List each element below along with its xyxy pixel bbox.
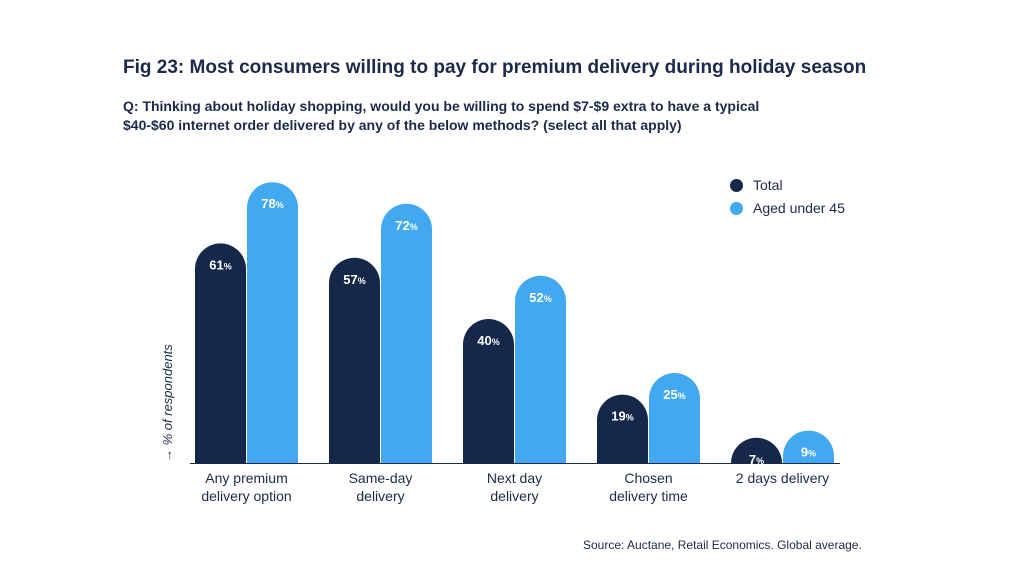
data-label-under45-1: 72% [395, 218, 417, 233]
category-label-4: 2 days delivery [736, 470, 829, 486]
category-label-2: Next day delivery [487, 470, 542, 504]
bar-under45-0 [247, 182, 298, 463]
category-label-0: Any premium delivery option [201, 470, 291, 504]
data-label-under45-4: 9% [801, 445, 816, 460]
y-axis-label: → % of respondents [160, 344, 175, 462]
bar-total-2 [463, 319, 514, 463]
chart-title: Fig 23: Most consumers willing to pay fo… [123, 57, 867, 78]
legend-label-total: Total [753, 177, 783, 193]
data-label-under45-0: 78% [261, 196, 283, 211]
legend-swatch-under45 [730, 201, 743, 215]
data-label-total-4: 7% [749, 452, 764, 467]
bar-under45-3 [649, 373, 700, 463]
chart-question: Q: Thinking about holiday shopping, woul… [123, 98, 760, 133]
data-label-total-0: 61% [209, 257, 231, 272]
legend-item-under45: Aged under 45 [730, 197, 845, 219]
category-label-1: Same-day delivery [349, 470, 413, 504]
data-label-total-3: 19% [611, 409, 633, 424]
category-label-3: Chosen delivery time [609, 470, 688, 504]
bar-total-0 [195, 243, 246, 463]
bar-total-4 [731, 437, 782, 464]
source-note: Source: Auctane, Retail Economics. Globa… [583, 538, 862, 552]
bar-under45-1 [381, 203, 432, 464]
bar-total-1 [329, 257, 380, 463]
data-label-total-2: 40% [477, 333, 499, 348]
data-label-under45-2: 52% [529, 290, 551, 305]
data-label-total-1: 57% [343, 272, 365, 287]
bar-under45-4 [783, 430, 834, 463]
bar-total-3 [597, 394, 648, 463]
legend-item-total: Total [730, 174, 845, 196]
data-label-under45-3: 25% [663, 387, 685, 402]
legend-label-under45: Aged under 45 [753, 200, 845, 216]
legend-swatch-total [730, 178, 743, 192]
legend: Total Aged under 45 [730, 174, 845, 220]
bar-under45-2 [515, 275, 566, 463]
